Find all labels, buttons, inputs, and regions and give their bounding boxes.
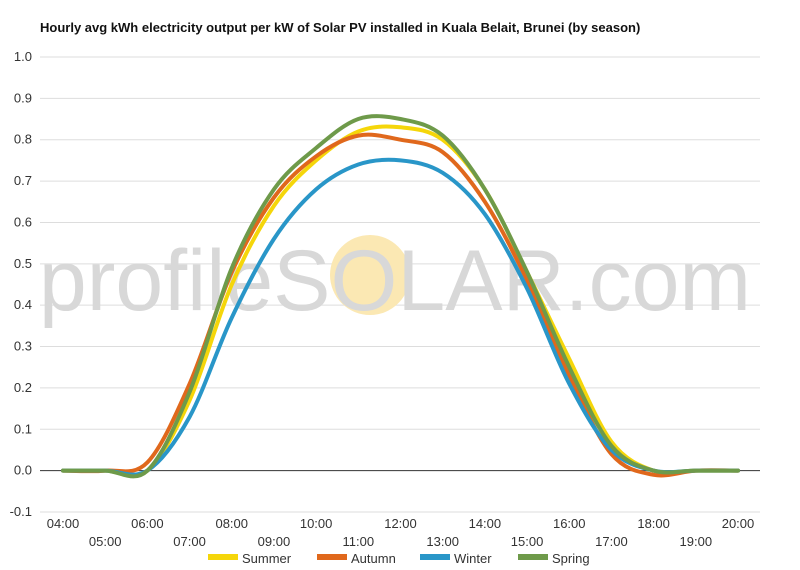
x-tick-label: 07:00	[173, 534, 206, 549]
watermark-text: profileSOLAR.com	[39, 233, 751, 329]
x-tick-label: 09:00	[258, 534, 291, 549]
y-tick-label: 0.4	[14, 297, 32, 312]
x-tick-label: 13:00	[426, 534, 459, 549]
x-tick-label: 05:00	[89, 534, 122, 549]
legend-label: Winter	[454, 551, 492, 566]
y-tick-label: 0.8	[14, 132, 32, 147]
y-tick-label: -0.1	[10, 504, 32, 519]
x-tick-label: 04:00	[47, 516, 80, 531]
legend-label: Summer	[242, 551, 292, 566]
x-tick-label: 15:00	[511, 534, 544, 549]
x-tick-label: 11:00	[343, 534, 375, 549]
legend-label: Spring	[552, 551, 590, 566]
legend-item-summer: Summer	[208, 551, 292, 566]
x-tick-label: 17:00	[595, 534, 628, 549]
y-tick-label: 0.2	[14, 380, 32, 395]
legend-item-autumn: Autumn	[317, 551, 396, 566]
series-line-winter	[61, 157, 740, 477]
legend-item-winter: Winter	[420, 551, 492, 566]
x-tick-label: 14:00	[469, 516, 502, 531]
y-tick-label: 0.0	[14, 463, 32, 478]
y-axis-tick-labels: -0.1 0.0 0.1 0.2 0.3 0.4 0.5 0.6 0.7 0.8 0.9 1.0	[10, 49, 32, 519]
legend-label: Autumn	[351, 551, 396, 566]
y-tick-label: 0.3	[14, 339, 32, 354]
x-tick-label: 20:00	[722, 516, 755, 531]
y-tick-label: 0.7	[14, 173, 32, 188]
x-axis-tick-labels: 04:00 05:00 06:00 07:00 08:00 09:00 10:00 11:00…	[47, 516, 755, 549]
x-tick-label: 10:00	[300, 516, 333, 531]
legend-swatch	[317, 554, 347, 560]
watermark: profileSOLAR.com	[39, 233, 751, 329]
legend-item-spring: Spring	[518, 551, 590, 566]
series-line-spring	[61, 114, 740, 479]
y-tick-label: 1.0	[14, 49, 32, 64]
series-lines	[61, 114, 740, 479]
x-tick-label: 12:00	[384, 516, 417, 531]
x-tick-label: 19:00	[680, 534, 713, 549]
legend-swatch	[208, 554, 238, 560]
x-tick-label: 06:00	[131, 516, 164, 531]
x-tick-label: 18:00	[637, 516, 670, 531]
y-tick-label: 0.5	[14, 256, 32, 271]
series-line-summer	[61, 124, 740, 478]
x-tick-label: 16:00	[553, 516, 586, 531]
y-tick-label: 0.9	[14, 90, 32, 105]
legend-swatch	[420, 554, 450, 560]
y-tick-label: 0.6	[14, 214, 32, 229]
legend: Summer Autumn Winter Spring	[208, 551, 590, 566]
legend-swatch	[518, 554, 548, 560]
series-line-autumn	[61, 132, 740, 478]
watermark-sun	[330, 235, 410, 315]
chart-title: Hourly avg kWh electricity output per kW…	[40, 20, 640, 35]
x-tick-label: 08:00	[215, 516, 248, 531]
y-tick-label: 0.1	[14, 421, 32, 436]
